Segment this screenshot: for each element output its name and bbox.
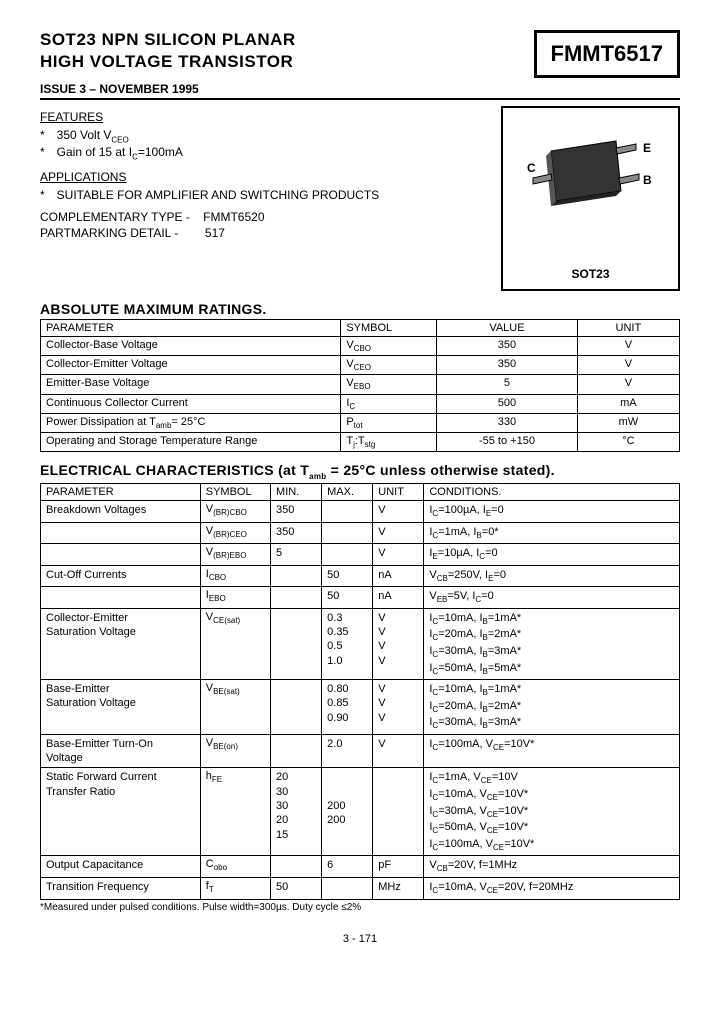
application-item: SUITABLE FOR AMPLIFIER AND SWITCHING PRO… — [40, 188, 485, 202]
elec-table: PARAMETER SYMBOL MIN. MAX. UNIT CONDITIO… — [40, 483, 680, 900]
amr-header-row: PARAMETER SYMBOL VALUE UNIT — [41, 320, 680, 337]
table-row: Collector-EmitterSaturation VoltageVCE(s… — [41, 608, 680, 679]
amr-table: PARAMETER SYMBOL VALUE UNIT Collector-Ba… — [40, 319, 680, 452]
complementary-type: COMPLEMENTARY TYPE - FMMT6520 — [40, 210, 485, 224]
table-row: Emitter-Base VoltageVEBO5V — [41, 375, 680, 394]
table-row: Power Dissipation at Tamb= 25°CPtot330mW — [41, 413, 680, 432]
elec-title: ELECTRICAL CHARACTERISTICS (at Tamb = 25… — [40, 462, 680, 481]
table-row: Cut-Off CurrentsICBO50nAVCB=250V, IE=0 — [41, 565, 680, 587]
table-row: Output CapacitanceCobo6pFVCB=20V, f=1MHz — [41, 856, 680, 878]
title-line-2: HIGH VOLTAGE TRANSISTOR — [40, 52, 524, 72]
applications-label: APPLICATIONS — [40, 170, 485, 184]
package-label: SOT23 — [571, 267, 609, 281]
features-column: FEATURES 350 Volt VCEO Gain of 15 at IC=… — [40, 106, 485, 242]
elec-header-row: PARAMETER SYMBOL MIN. MAX. UNIT CONDITIO… — [41, 483, 680, 500]
svg-text:E: E — [643, 141, 651, 155]
header: SOT23 NPN SILICON PLANAR HIGH VOLTAGE TR… — [40, 30, 680, 78]
partmarking-detail: PARTMARKING DETAIL - 517 — [40, 226, 485, 240]
table-row: V(BR)CEO350VIC=1mA, IB=0* — [41, 522, 680, 544]
issue-line: ISSUE 3 – NOVEMBER 1995 — [40, 82, 680, 100]
table-row: Continuous Collector CurrentIC500mA — [41, 394, 680, 413]
table-row: Operating and Storage Temperature RangeT… — [41, 432, 680, 451]
table-row: Base-EmitterSaturation VoltageVBE(sat)0.… — [41, 680, 680, 735]
part-number-box: FMMT6517 — [534, 30, 680, 78]
features-label: FEATURES — [40, 110, 485, 124]
page-number: 3 - 171 — [40, 933, 680, 945]
table-row: Base-Emitter Turn-OnVoltageVBE(on)2.0VIC… — [41, 734, 680, 768]
applications-list: SUITABLE FOR AMPLIFIER AND SWITCHING PRO… — [40, 188, 485, 202]
title-block: SOT23 NPN SILICON PLANAR HIGH VOLTAGE TR… — [40, 30, 524, 74]
table-row: Collector-Base VoltageVCBO350V — [41, 337, 680, 356]
table-row: IEBO50nAVEB=5V, IC=0 — [41, 587, 680, 609]
table-row: Collector-Emitter VoltageVCEO350V — [41, 356, 680, 375]
feature-item: Gain of 15 at IC=100mA — [40, 145, 485, 161]
svg-text:B: B — [643, 173, 652, 187]
feature-item: 350 Volt VCEO — [40, 128, 485, 144]
title-line-1: SOT23 NPN SILICON PLANAR — [40, 30, 524, 50]
table-row: V(BR)EBO5VIE=10µA, IC=0 — [41, 544, 680, 566]
svg-text:C: C — [527, 161, 536, 175]
features-list: 350 Volt VCEO Gain of 15 at IC=100mA — [40, 128, 485, 162]
footnote: *Measured under pulsed conditions. Pulse… — [40, 902, 680, 913]
table-row: Transition FrequencyfT50MHzIC=10mA, VCE=… — [41, 877, 680, 899]
table-row: Static Forward CurrentTransfer RatiohFE2… — [41, 768, 680, 856]
sot23-package-icon: C E B — [521, 116, 661, 226]
table-row: Breakdown VoltagesV(BR)CBO350VIC=100µA, … — [41, 500, 680, 522]
package-diagram-box: C E B SOT23 — [501, 106, 680, 291]
features-row: FEATURES 350 Volt VCEO Gain of 15 at IC=… — [40, 106, 680, 291]
amr-title: ABSOLUTE MAXIMUM RATINGS. — [40, 301, 680, 317]
